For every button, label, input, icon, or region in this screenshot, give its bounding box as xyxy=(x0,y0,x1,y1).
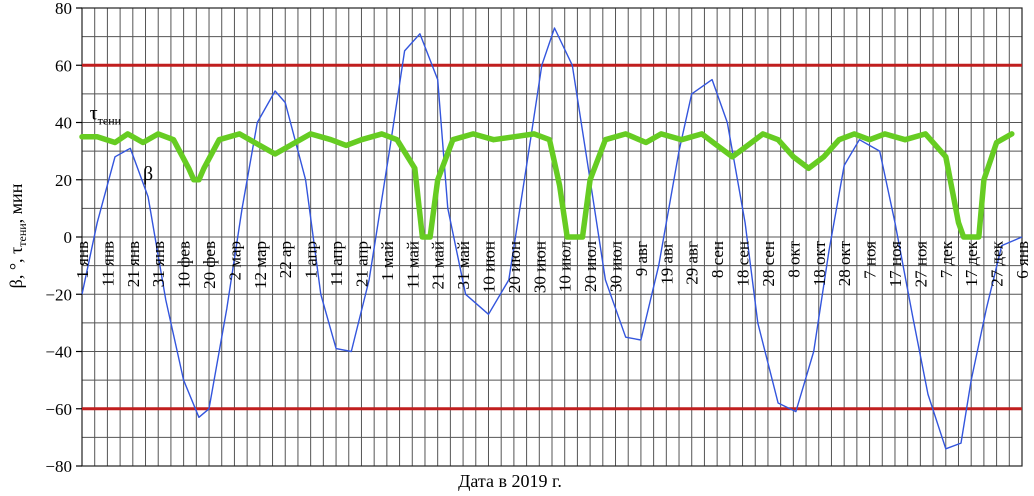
x-tick-label: 28 окт xyxy=(835,240,854,286)
x-tick-label: 21 апр xyxy=(352,241,371,287)
reference-lines xyxy=(82,63,1022,411)
y-axis-title-main: β, °, τ xyxy=(6,247,26,289)
x-tick-label: 27 дек xyxy=(988,240,1007,286)
x-tick-label: 18 сен xyxy=(734,241,753,287)
x-tick-label: 20 июн xyxy=(505,241,524,293)
x-tick-label: 8 сен xyxy=(708,241,727,278)
series-label: β xyxy=(143,163,153,185)
y-tick-label: −40 xyxy=(45,343,72,362)
y-tick-label: −80 xyxy=(45,457,72,476)
x-tick-label: 27 ноя xyxy=(911,241,930,288)
x-tick-label: 21 янв xyxy=(124,241,143,287)
y-tick-label: 80 xyxy=(55,0,72,18)
x-tick-label: 6 янв xyxy=(1013,241,1032,279)
x-tick-label: 31 май xyxy=(454,241,473,290)
x-tick-label: 11 май xyxy=(403,241,422,289)
series-label-subscript: тени xyxy=(98,114,122,128)
series-line-tau xyxy=(79,131,1015,240)
y-tick-label: 40 xyxy=(55,114,72,133)
x-tick-label: 11 апр xyxy=(327,241,346,287)
x-tick-label: 20 фев xyxy=(200,241,219,289)
series-label-main: τ xyxy=(90,103,98,125)
series-labels: β τтени xyxy=(90,103,154,185)
series-label: τтени xyxy=(90,103,122,128)
y-axis-title-subscript: тени xyxy=(15,223,29,247)
x-tick-label: 20 июл xyxy=(581,240,600,292)
x-tick-label: 19 авг xyxy=(657,241,676,285)
x-tick-label: 31 янв xyxy=(149,241,168,287)
x-tick-label: 1 янв xyxy=(73,241,92,279)
x-tick-label: 28 сен xyxy=(759,241,778,287)
series-label-main: β xyxy=(143,163,153,185)
y-axis: −80 −60 −40 −20 0 20 40 60 80 xyxy=(45,0,82,476)
x-tick-label: 10 июл xyxy=(556,240,575,292)
series-layer xyxy=(79,27,1023,450)
x-tick-label: 2 мар xyxy=(225,241,244,280)
x-tick-label: 29 авг xyxy=(683,241,702,285)
y-tick-label: 0 xyxy=(64,228,73,247)
y-tick-label: −60 xyxy=(45,400,72,419)
series-line-beta xyxy=(81,27,1023,450)
y-tick-label: 60 xyxy=(55,56,72,75)
x-axis: 1 янв 11 янв 21 янв 31 янв 10 фев 20 фев 2 мар… xyxy=(73,240,1032,293)
x-tick-label: 1 май xyxy=(378,241,397,281)
x-tick-label: 1 апр xyxy=(302,241,321,279)
x-tick-label: 8 окт xyxy=(784,240,803,277)
x-tick-label: 30 июн xyxy=(530,241,549,293)
x-tick-label: 9 авг xyxy=(632,241,651,276)
y-tick-label: 20 xyxy=(55,171,72,190)
y-axis-title-suffix: , мин xyxy=(6,183,26,223)
x-tick-label: 11 янв xyxy=(98,241,117,287)
x-tick-label: 30 июл xyxy=(607,240,626,292)
x-tick-label: 17 ноя xyxy=(886,241,905,288)
x-tick-label: 21 май xyxy=(429,241,448,290)
x-tick-label: 22 ар xyxy=(276,241,295,278)
x-tick-label: 7 дек xyxy=(937,240,956,278)
x-tick-label: 10 фев xyxy=(175,241,194,289)
x-tick-label: 10 июн xyxy=(479,241,498,293)
x-tick-label: 12 мар xyxy=(251,241,270,289)
x-axis-title: Дата в 2019 г. xyxy=(458,471,562,491)
y-axis-title: β, °, τтени, мин xyxy=(6,183,29,288)
x-tick-label: 17 дек xyxy=(962,240,981,286)
x-tick-label: 7 ноя xyxy=(861,241,880,279)
x-tick-label: 18 окт xyxy=(810,240,829,286)
y-tick-label: −20 xyxy=(45,285,72,304)
